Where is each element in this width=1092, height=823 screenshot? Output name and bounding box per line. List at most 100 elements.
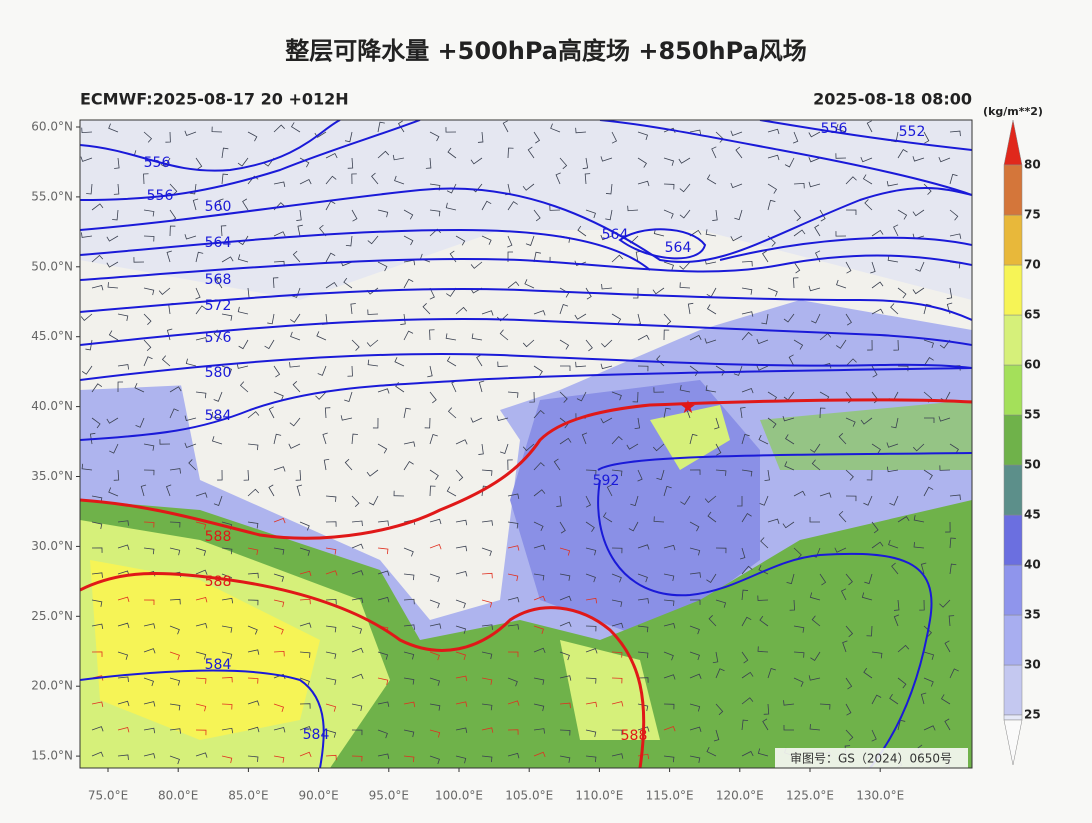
wind-barb [889, 495, 899, 506]
colorbar-label: 50 [1024, 458, 1041, 472]
wind-barb [377, 150, 390, 159]
wind-barb [117, 676, 129, 682]
wind-barb [507, 147, 514, 159]
wind-barb [143, 443, 155, 451]
wind-barb [689, 547, 701, 556]
wind-barb [559, 287, 570, 298]
wind-barb [403, 209, 414, 220]
wind-barb [133, 257, 145, 263]
wind-barb [628, 521, 639, 532]
wind-barb [663, 599, 675, 606]
wind-barb [559, 595, 572, 602]
wind-barb [422, 303, 431, 315]
wind-barb [663, 329, 670, 341]
wind-barb [455, 306, 468, 315]
wind-barb [923, 677, 934, 687]
wind-barb [860, 156, 873, 163]
wind-barb [611, 622, 624, 629]
wind-barb [808, 181, 821, 188]
wind-barb [819, 703, 831, 710]
wind-barb [288, 443, 301, 449]
wind-barb [585, 729, 597, 738]
wind-barb [325, 729, 337, 738]
contour-label: 576 [205, 330, 232, 346]
wind-barb [218, 198, 224, 211]
wind-barb [760, 537, 769, 549]
wind-barb [117, 726, 130, 733]
wind-barb [611, 391, 622, 401]
wind-barb [611, 254, 624, 263]
wind-barb [784, 461, 795, 471]
wind-barb [393, 490, 405, 497]
wind-barb [663, 407, 671, 419]
wind-barb [897, 516, 910, 523]
wind-barb [637, 544, 650, 550]
wind-barb [184, 234, 197, 240]
lon-label: 110.0°E [575, 789, 623, 803]
wind-barb [585, 755, 597, 763]
contour-label: 588 [621, 728, 648, 744]
wind-barb [91, 572, 103, 578]
wind-barb [507, 624, 519, 630]
colorbar-box [1003, 564, 1023, 616]
wind-barb [143, 131, 153, 143]
wind-barb [741, 513, 752, 523]
wind-barb [923, 469, 933, 480]
wind-barb [397, 120, 405, 133]
wind-barb [600, 156, 613, 162]
wind-barb [793, 625, 805, 633]
wind-barb [637, 365, 649, 372]
wind-barb [403, 624, 415, 630]
wind-barb [429, 703, 441, 711]
wind-barb [705, 385, 717, 393]
wind-barb [606, 484, 613, 497]
wind-barb [871, 281, 884, 289]
shade-plateau [180, 380, 520, 620]
wind-barb [169, 728, 181, 734]
colorbar-label: 35 [1024, 608, 1041, 622]
wind-barb [296, 484, 303, 497]
wind-barb [871, 443, 881, 454]
wind-barb [611, 651, 623, 658]
wind-barb [866, 120, 873, 133]
wind-barb [392, 154, 405, 161]
wind-barb [316, 331, 327, 341]
wind-barb [273, 625, 284, 635]
wind-barb [299, 651, 311, 658]
wind-barb [584, 173, 591, 185]
wind-barb [108, 487, 119, 497]
wind-barb [741, 616, 752, 627]
wind-barb [713, 729, 720, 742]
wind-barb [340, 415, 353, 421]
wind-barb [611, 753, 624, 759]
wind-barb [394, 175, 405, 185]
wind-barb [809, 592, 821, 601]
wind-barb [290, 331, 301, 341]
wind-barb [845, 469, 854, 481]
wind-barb [117, 364, 130, 370]
wind-barb [533, 544, 546, 551]
wind-barb [188, 459, 197, 471]
wind-barb [247, 411, 260, 419]
wind-barb [741, 433, 750, 445]
wind-barb [689, 521, 700, 532]
wind-barb [273, 573, 285, 582]
wind-barb [351, 433, 358, 445]
wind-barb [939, 465, 951, 471]
wind-barb [949, 209, 959, 221]
wind-barb [600, 417, 613, 424]
wind-barb [792, 131, 799, 144]
wind-barb [299, 547, 311, 556]
wind-barb [553, 458, 561, 471]
wind-barb [295, 469, 302, 481]
wind-barb [600, 234, 613, 241]
wind-barb [117, 622, 130, 629]
wind-barb [80, 156, 93, 162]
wind-barb [581, 432, 588, 445]
wind-barb [689, 755, 701, 763]
shade-north [80, 120, 972, 300]
wind-barb [471, 333, 483, 341]
shade-india-core [90, 560, 320, 740]
wind-barb [143, 469, 155, 476]
wind-barb [944, 718, 951, 731]
